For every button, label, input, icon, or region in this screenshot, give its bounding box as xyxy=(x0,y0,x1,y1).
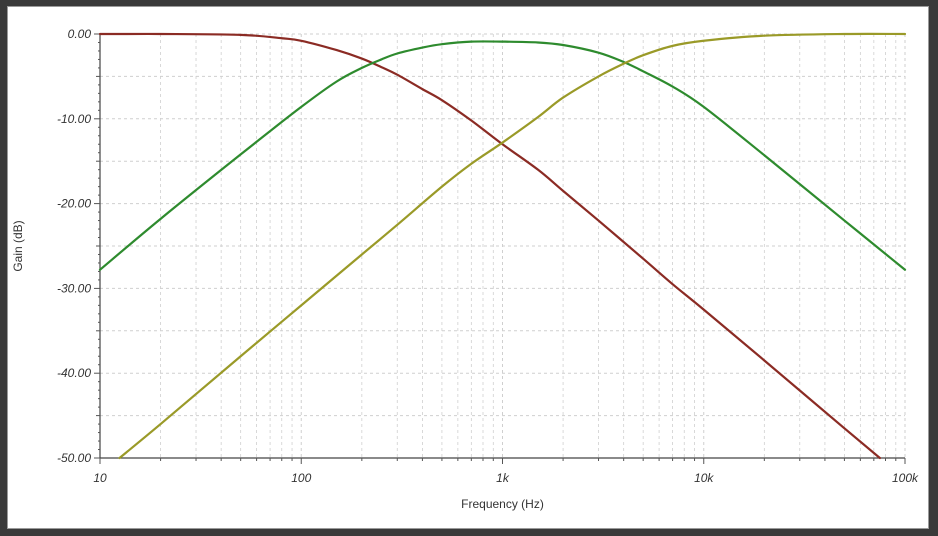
x-tick-label: 100 xyxy=(291,471,311,485)
series-line-2 xyxy=(98,40,907,271)
x-tick-label: 10 xyxy=(93,471,107,485)
x-tick-label: 10k xyxy=(694,471,714,485)
series-line-1 xyxy=(98,32,881,460)
y-tick-label: -20.00 xyxy=(57,197,91,211)
y-tick-label: -30.00 xyxy=(57,281,91,295)
y-axis-title: Gain (dB) xyxy=(11,220,25,271)
y-tick-label: -50.00 xyxy=(57,451,91,465)
grid xyxy=(99,33,906,459)
series-lines xyxy=(98,32,907,460)
y-tick-label: 0.00 xyxy=(68,27,92,41)
plot-window: 0.00 -10.00 -20.00 -30.00 -40.00 -50.00 10 100 1… xyxy=(7,6,929,529)
y-tick-label: -10.00 xyxy=(57,112,91,126)
x-axis-title: Frequency (Hz) xyxy=(461,497,544,511)
y-tick-label: -40.00 xyxy=(57,366,91,380)
x-tick-label: 100k xyxy=(892,471,919,485)
series-line-3 xyxy=(118,32,907,460)
x-tick-label: 1k xyxy=(496,471,510,485)
